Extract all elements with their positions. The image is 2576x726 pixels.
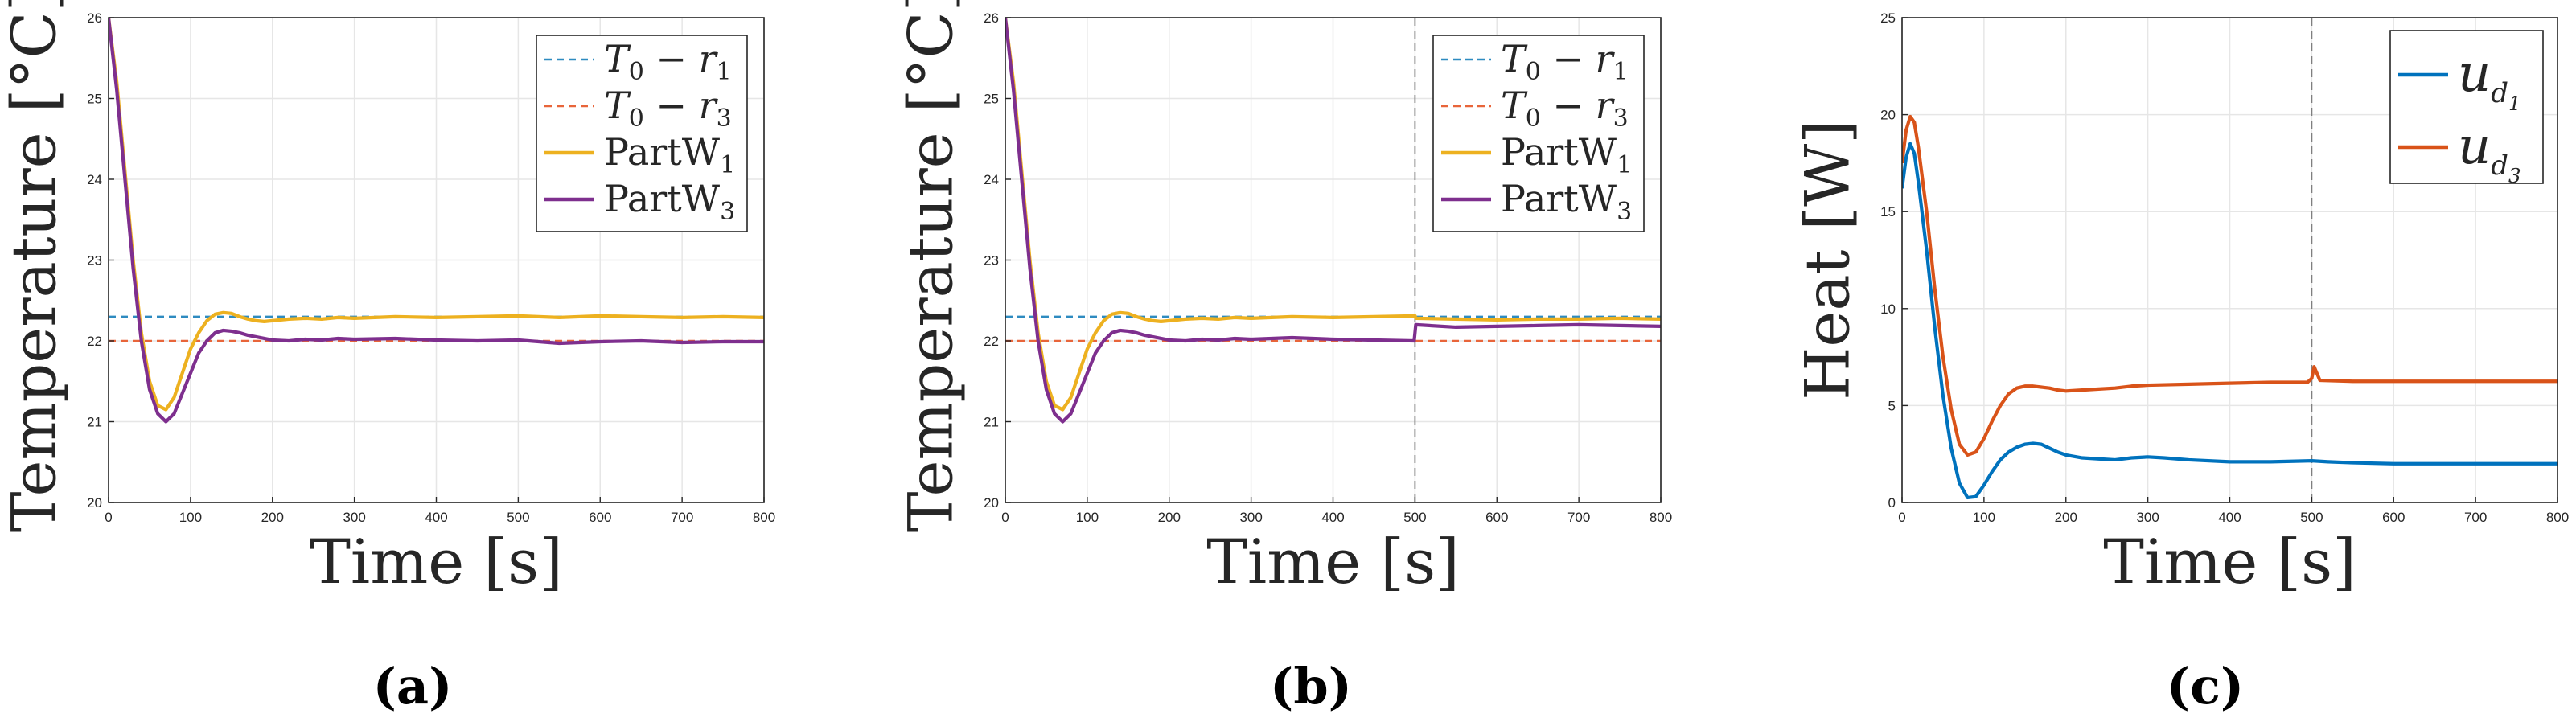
- series-group: [1005, 18, 1661, 424]
- y-tick-label: 21: [984, 415, 999, 430]
- y-tick-label: 20: [1880, 108, 1896, 123]
- x-tick-label: 400: [1321, 510, 1344, 525]
- y-tick-label: 0: [1888, 495, 1896, 511]
- x-tick-label: 300: [1239, 510, 1262, 525]
- series-group: [1902, 114, 2558, 500]
- x-tick-label: 500: [507, 510, 529, 525]
- y-tick-label: 26: [87, 10, 102, 26]
- legend-label: ud3: [2458, 117, 2521, 187]
- y-tick-label: 24: [87, 172, 102, 187]
- y-tick-label: 23: [984, 253, 999, 269]
- legend-label: ud1: [2458, 44, 2521, 115]
- y-tick-label: 21: [87, 415, 102, 430]
- x-tick-label: 200: [1158, 510, 1181, 525]
- x-tick-label: 400: [425, 510, 447, 525]
- y-tick-label: 25: [87, 92, 102, 107]
- legend-label: T0 − r1: [1501, 37, 1629, 86]
- series-line-partw3: [109, 18, 764, 424]
- y-tick-label: 15: [1880, 204, 1896, 219]
- legend-label: PartW3: [604, 177, 735, 226]
- x-axis-title: Time [s]: [1206, 526, 1460, 597]
- legend-label: PartW1: [1501, 130, 1632, 179]
- x-tick-label: 700: [671, 510, 693, 525]
- legend-box: [2389, 30, 2544, 184]
- x-tick-label: 500: [2300, 510, 2323, 525]
- x-tick-label: 600: [589, 510, 611, 525]
- y-tick-label: 26: [984, 10, 999, 26]
- series-line-partw1: [1005, 18, 1661, 412]
- x-axis-title: Time [s]: [310, 526, 563, 597]
- panel-c: 0 100 200 300 400 500 600 700 800 0 5 10 15 20 25 Time …: [1792, 10, 2570, 716]
- y-tick-label: 25: [1880, 10, 1896, 26]
- y-axis-title: Temperature [°C]: [895, 0, 967, 532]
- y-axis-title: Heat [W]: [1792, 120, 1863, 400]
- panel-label: (c): [2167, 657, 2244, 716]
- series-group: [109, 18, 764, 424]
- x-tick-label: 600: [2382, 510, 2405, 525]
- x-tick-label: 800: [2546, 510, 2569, 525]
- legend-label: PartW1: [604, 130, 735, 179]
- panel-a: 0 100 200 300 400 500 600 700 800 20 21 22 23 24 25 26 T…: [0, 0, 775, 716]
- panel-label: (a): [373, 657, 453, 716]
- x-tick-label: 200: [2055, 510, 2077, 525]
- y-axis-title: Temperature [°C]: [0, 0, 70, 532]
- x-tick-label: 600: [1485, 510, 1508, 525]
- y-tick-label: 5: [1888, 398, 1896, 413]
- legend-label: T0 − r1: [604, 37, 732, 86]
- legend-label: PartW3: [1501, 177, 1632, 226]
- y-tick-label: 22: [984, 334, 999, 349]
- series-line-partw3: [1005, 18, 1661, 424]
- y-tick-label: 20: [87, 495, 102, 511]
- x-tick-label: 0: [1898, 510, 1905, 525]
- x-tick-label: 700: [2464, 510, 2487, 525]
- x-axis-title: Time [s]: [2103, 526, 2356, 597]
- x-tick-label: 300: [343, 510, 365, 525]
- x-tick-label: 800: [1650, 510, 1672, 525]
- series-line-u-d1: [1902, 142, 2558, 500]
- x-tick-label: 500: [1403, 510, 1426, 525]
- series-line-u-d3: [1902, 114, 2558, 457]
- series-line-partw1: [109, 18, 764, 412]
- x-tick-label: 200: [261, 510, 284, 525]
- panel-label: (b): [1270, 657, 1352, 716]
- x-tick-label: 400: [2218, 510, 2241, 525]
- x-tick-label: 0: [105, 510, 112, 525]
- y-tick-label: 25: [984, 92, 999, 107]
- x-tick-label: 800: [753, 510, 775, 525]
- x-tick-label: 100: [179, 510, 202, 525]
- x-tick-label: 700: [1567, 510, 1590, 525]
- y-tick-label: 24: [984, 172, 999, 187]
- y-tick-label: 22: [87, 334, 102, 349]
- y-tick-label: 10: [1880, 301, 1896, 317]
- y-tick-label: 23: [87, 253, 102, 269]
- x-tick-label: 100: [1973, 510, 1995, 525]
- y-tick-label: 20: [984, 495, 999, 511]
- legend-label: T0 − r3: [1501, 84, 1629, 133]
- panel-b: 0 100 200 300 400 500 600 700 800 20 21 22 23 24 25 26 T…: [895, 0, 1673, 716]
- x-tick-label: 100: [1076, 510, 1099, 525]
- x-tick-label: 0: [1001, 510, 1009, 525]
- x-tick-label: 300: [2136, 510, 2159, 525]
- legend-label: T0 − r3: [604, 84, 732, 133]
